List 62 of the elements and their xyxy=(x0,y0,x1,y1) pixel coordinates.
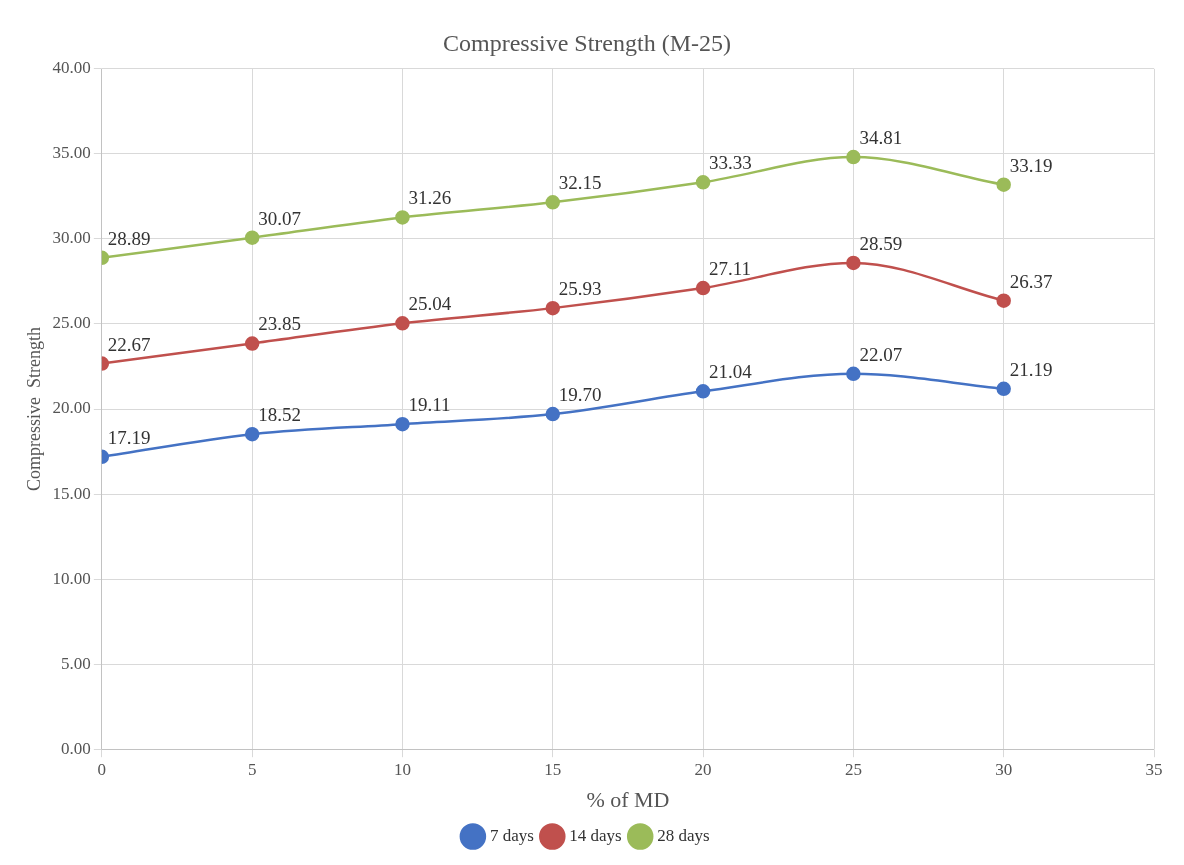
y-axis-title: Compressive Strength xyxy=(23,327,44,491)
data-label: 34.81 xyxy=(859,127,903,149)
data-label: 31.26 xyxy=(408,187,452,209)
x-tick-label: 25 xyxy=(844,759,862,779)
data-label: 28.59 xyxy=(859,232,903,254)
data-label: 22.67 xyxy=(107,333,151,355)
point xyxy=(996,177,1011,192)
y-tick-label: 35.00 xyxy=(52,143,91,163)
point xyxy=(395,210,410,225)
data-label: 26.37 xyxy=(1009,270,1053,292)
point xyxy=(395,416,410,432)
point xyxy=(996,293,1011,308)
y-tick-label: 10.00 xyxy=(52,568,91,588)
point xyxy=(996,381,1011,397)
y-tick-label: 20.00 xyxy=(52,398,91,418)
point xyxy=(545,195,561,210)
point xyxy=(244,336,260,351)
data-label: 18.52 xyxy=(258,404,301,426)
data-label: 17.19 xyxy=(107,426,151,448)
x-tick-label: 5 xyxy=(247,759,257,779)
legend-label: 14 days xyxy=(569,825,622,845)
x-tick-label: 0 xyxy=(97,759,107,779)
point xyxy=(244,230,260,245)
data-label: 33.33 xyxy=(709,152,752,174)
point xyxy=(545,300,561,316)
legend-label: 7 days xyxy=(489,825,534,845)
data-label: 25.93 xyxy=(558,278,602,300)
data-label: 21.04 xyxy=(709,361,753,383)
x-tick-label: 20 xyxy=(694,759,712,779)
point xyxy=(695,384,711,399)
data-label: 27.11 xyxy=(709,258,752,280)
y-tick-label: 5.00 xyxy=(61,653,91,673)
point xyxy=(846,149,861,165)
y-tick-label: 0.00 xyxy=(61,738,91,758)
y-tick-label: 25.00 xyxy=(52,313,91,333)
x-tick-label: 35 xyxy=(1145,759,1163,779)
point xyxy=(695,280,711,296)
data-label: 32.15 xyxy=(558,172,602,194)
data-label: 33.19 xyxy=(1009,154,1053,176)
data-label: 22.07 xyxy=(859,343,903,365)
data-label: 23.85 xyxy=(258,313,301,335)
data-label: 30.07 xyxy=(258,207,301,229)
x-tick-label: 10 xyxy=(393,759,411,779)
data-label: 21.19 xyxy=(1009,358,1053,380)
x-tick-label: 15 xyxy=(544,759,562,779)
point xyxy=(244,426,260,442)
x-tick-label: 30 xyxy=(995,759,1013,779)
point xyxy=(846,366,861,382)
x-axis-title: % of MD xyxy=(586,786,670,812)
point xyxy=(545,406,561,422)
y-tick-label: 30.00 xyxy=(52,228,91,248)
data-label: 19.70 xyxy=(558,384,602,406)
data-label: 19.11 xyxy=(408,394,451,416)
chart-title: Compressive Strength (M-25) xyxy=(443,29,731,56)
data-label: 25.04 xyxy=(408,293,452,315)
point xyxy=(846,255,861,271)
point xyxy=(695,175,711,190)
point xyxy=(395,316,410,331)
data-label: 28.89 xyxy=(107,227,151,249)
y-tick-label: 15.00 xyxy=(52,483,91,503)
legend-label: 28 days xyxy=(657,825,710,845)
y-tick-label: 40.00 xyxy=(52,58,91,78)
